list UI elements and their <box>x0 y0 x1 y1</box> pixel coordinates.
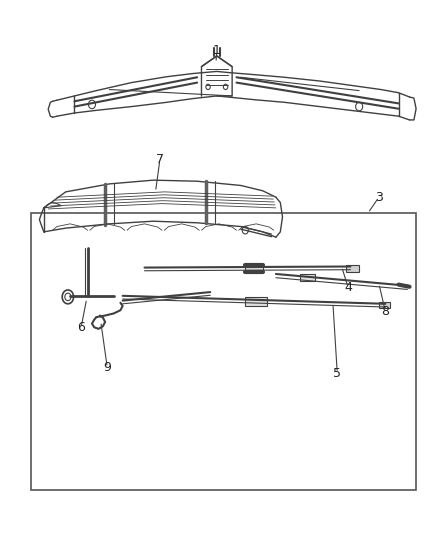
Text: 6: 6 <box>77 321 85 334</box>
Bar <box>379 302 390 308</box>
Bar <box>245 297 267 306</box>
Text: 9: 9 <box>103 361 111 374</box>
Text: 1: 1 <box>213 44 221 57</box>
Bar <box>31 213 416 490</box>
Text: 3: 3 <box>375 191 383 204</box>
Bar <box>245 265 263 272</box>
Bar <box>300 274 315 281</box>
Text: 7: 7 <box>156 154 164 166</box>
Text: 5: 5 <box>333 367 341 379</box>
Text: 8: 8 <box>381 305 389 318</box>
Text: 4: 4 <box>344 281 352 294</box>
Bar <box>346 265 359 272</box>
